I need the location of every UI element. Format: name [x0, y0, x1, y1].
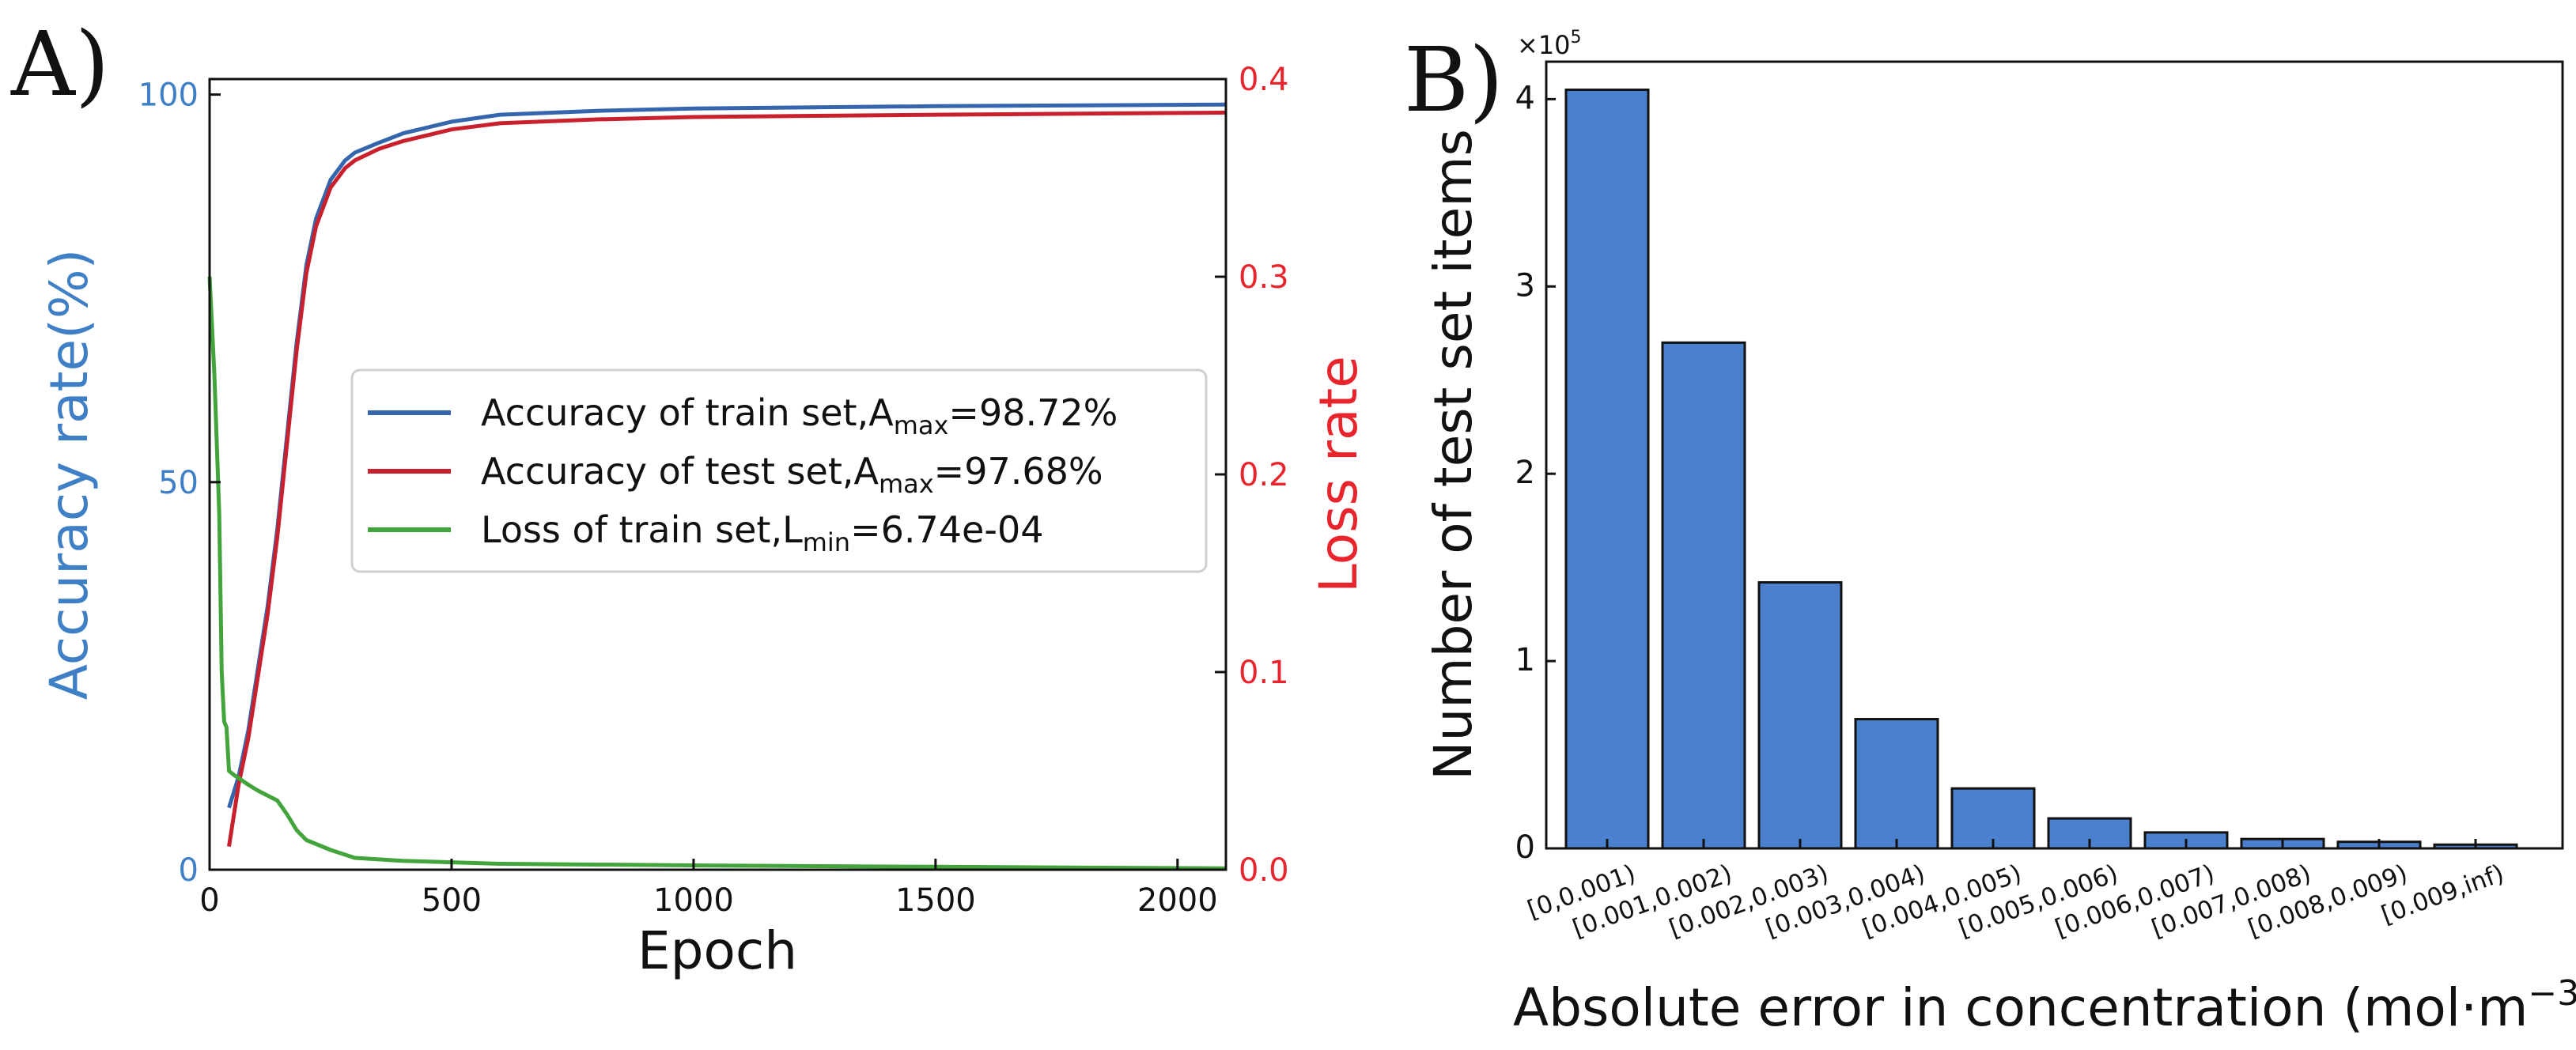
right-y-tick-label-0: 0.0: [1239, 852, 1289, 889]
y-tick-label-4: 4: [1515, 80, 1535, 116]
series-line-2: [207, 276, 1227, 871]
x-tick-label-2: 1000: [653, 882, 734, 919]
legend-test-suffix: =97.68%: [934, 450, 1103, 493]
x-tick-label-4: 2000: [1137, 882, 1218, 919]
panel-b-x-axis-title: Absolute error in concentration (mol·m−3…: [1513, 973, 2576, 1038]
bar-2: [1757, 581, 1843, 850]
bar-0: [1564, 89, 1650, 850]
left-y-tick-label-1: 50: [158, 465, 199, 501]
panel-b-xlabel-sup: −3: [2528, 973, 2576, 1014]
panel-a-left-y-axis-title: Accuracy rate(%): [39, 249, 100, 701]
legend-train-suffix: =98.72%: [948, 391, 1118, 434]
panel-b-xlabel-main: Absolute error in concentration (mol·m: [1513, 977, 2528, 1038]
panel-a-left-y-ticks: 0 50 100: [138, 77, 221, 889]
panel-b-category-labels: [0,0.001)[0.001,0.002)[0.002,0.003)[0.00…: [1524, 839, 2508, 943]
legend-train-prefix: Accuracy of train set,A: [481, 391, 894, 434]
legend-test-sub: max: [879, 469, 934, 499]
panel-b-y-axis-title: Number of test set items: [1423, 129, 1484, 780]
right-y-tick-label-3: 0.3: [1239, 259, 1289, 296]
legend-loss-prefix: Loss of train set,L: [481, 508, 803, 551]
legend-loss-suffix: =6.74e-04: [850, 508, 1043, 551]
bar-1: [1661, 341, 1746, 850]
legend-entry-test-accuracy: Accuracy of test set,Amax=97.68%: [481, 450, 1103, 499]
right-y-tick-label-4: 0.4: [1239, 62, 1289, 98]
legend-test-prefix: Accuracy of test set,A: [481, 450, 879, 493]
y-tick-label-1: 1: [1515, 642, 1535, 678]
legend-entry-train-accuracy: Accuracy of train set,Amax=98.72%: [481, 391, 1118, 440]
panel-b-letter: B): [1404, 29, 1504, 132]
panel-a-x-axis-title: Epoch: [637, 920, 797, 981]
series-line-1: [227, 110, 1227, 847]
left-y-tick-label-2: 100: [138, 77, 199, 114]
panel-a-legend: Accuracy of train set,Amax=98.72% Accura…: [350, 368, 1208, 573]
bar-3: [1854, 718, 1939, 850]
legend-loss-sub: min: [803, 527, 850, 557]
panel-a-x-ticks: 0 500 1000 1500 2000: [199, 859, 1218, 919]
legend-train-sub: max: [894, 410, 949, 440]
left-y-tick-label-0: 0: [179, 852, 199, 889]
panel-a-series-group: [207, 102, 1227, 871]
panel-a-right-y-ticks: 0.0 0.1 0.2 0.3 0.4: [1215, 62, 1289, 889]
panel-b-scale-base: ×10: [1517, 30, 1571, 60]
right-y-tick-label-1: 0.1: [1239, 655, 1289, 691]
panel-b-bars-group: [1564, 89, 2518, 850]
panel-b-scale-label: ×105: [1517, 28, 1582, 60]
panel-a-letter: A): [10, 13, 110, 116]
panel-a-right-y-axis-title: Loss rate: [1308, 356, 1369, 593]
x-tick-label-0: 0: [199, 882, 219, 919]
y-tick-label-2: 2: [1515, 455, 1535, 491]
legend-entry-train-loss: Loss of train set,Lmin=6.74e-04: [481, 508, 1043, 557]
panel-b-axes-frame: [1545, 60, 2564, 850]
legend-box: [350, 368, 1208, 573]
panel-b-scale-exponent: 5: [1571, 28, 1582, 47]
panel-b: B) ×105 0 1 2 3 4 [0,0.001)[0.001,0.002)[0.0…: [1404, 28, 2576, 1038]
x-tick-label-1: 500: [422, 882, 482, 919]
right-y-tick-label-2: 0.2: [1239, 457, 1289, 493]
y-tick-label-0: 0: [1515, 829, 1535, 866]
x-tick-label-3: 1500: [895, 882, 976, 919]
panel-b-y-ticks: 0 1 2 3 4: [1515, 80, 1556, 866]
y-tick-label-3: 3: [1515, 267, 1535, 304]
